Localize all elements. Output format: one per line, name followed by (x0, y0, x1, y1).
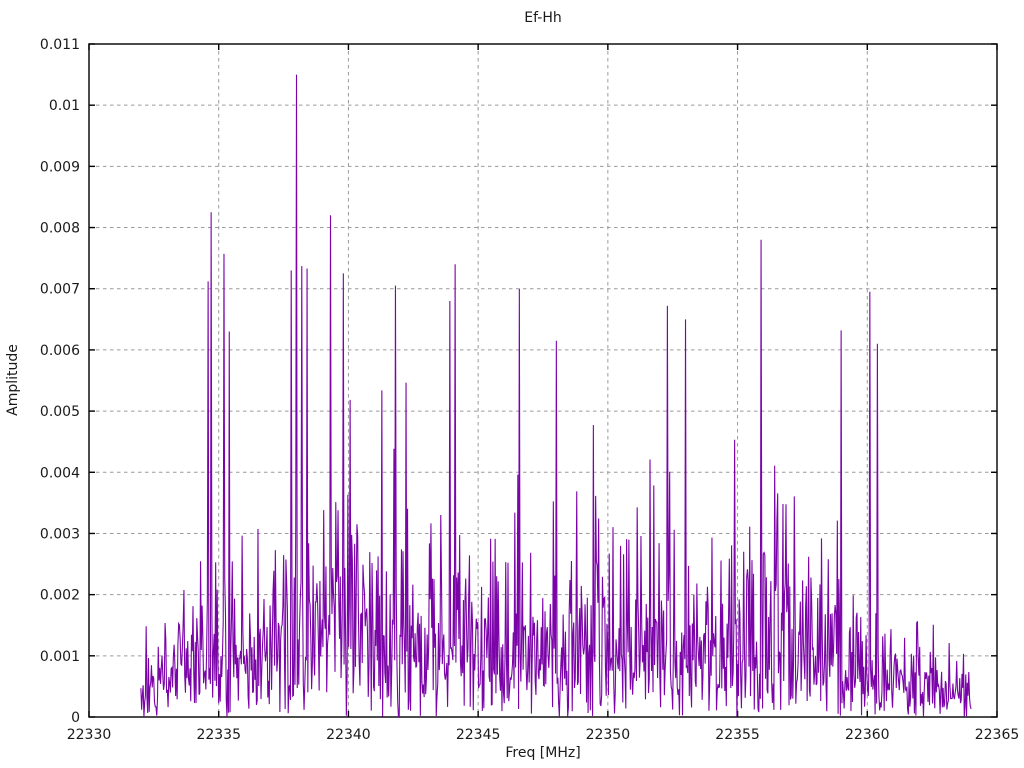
y-tick-label: 0.001 (40, 649, 80, 665)
x-tick-label: 22340 (326, 727, 371, 743)
y-tick-label: 0.005 (40, 404, 80, 420)
y-tick-label: 0.006 (40, 343, 80, 359)
y-tick-label: 0.004 (40, 465, 80, 481)
y-tick-label: 0.01 (49, 98, 80, 114)
tick-marks-group (88, 43, 998, 718)
y-tick-label: 0.007 (40, 282, 80, 298)
y-tick-label: 0.003 (40, 526, 80, 542)
y-tick-label: 0.009 (40, 159, 80, 175)
y-tick-labels-group: 0 0.001 0.002 0.003 0.004 0.005 0.006 0.007 0.00… (40, 37, 80, 726)
y-tick-label: 0.002 (40, 588, 80, 604)
y-axis-title: Amplitude (5, 344, 21, 416)
x-tick-label: 22335 (196, 727, 241, 743)
x-tick-label: 22345 (456, 727, 501, 743)
x-tick-label: 22350 (586, 727, 631, 743)
x-tick-label: 22355 (715, 727, 760, 743)
gridlines-group (89, 44, 997, 717)
y-tick-label: 0.008 (40, 221, 80, 237)
plot-frame (88, 43, 998, 718)
amplitude-spectrum-line (140, 74, 972, 719)
data-series-group (140, 74, 972, 719)
x-tick-labels-group: 22330 22335 22340 22345 22350 22355 22360 22365 (67, 727, 1020, 743)
x-tick-label: 22365 (975, 727, 1020, 743)
y-tick-label: 0 (71, 710, 80, 726)
x-axis-title: Freq [MHz] (505, 745, 580, 761)
x-tick-label: 22360 (845, 727, 890, 743)
y-tick-label: 0.011 (40, 37, 80, 53)
chart-title: Ef-Hh (524, 10, 561, 26)
x-tick-label: 22330 (67, 727, 112, 743)
